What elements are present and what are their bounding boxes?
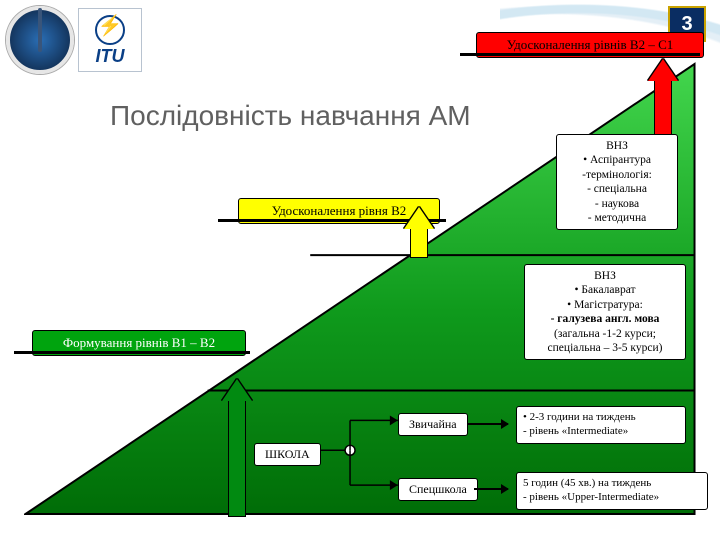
vnz-bak-line4: (загальна -1-2 курси; (531, 327, 679, 341)
vnz-bak-line5: спеціальна – 3-5 курси) (531, 341, 679, 355)
banner-top-rule (460, 53, 700, 56)
vnz-asp-line4: - наукова (563, 197, 671, 211)
vnz-bak-line2: • Магістратура: (531, 298, 679, 312)
arrow-bottom (228, 400, 246, 517)
banner-top-label: Удосконалення рівнів B2 – С1 (507, 37, 674, 52)
sp-desc-line0: 5 годин (45 хв.) на тиждень (523, 477, 701, 491)
vnz-asp-line3: - спеціальна (563, 182, 671, 196)
box-zvychaina-desc: • 2-3 години на тиждень - рівень «Interm… (516, 406, 686, 444)
box-school: ШКОЛА (254, 443, 321, 466)
arrow-to-zvychaina-desc (468, 423, 508, 425)
vnz-bak-line0: ВНЗ (531, 269, 679, 283)
arrow-middle (410, 228, 428, 258)
banner-middle-label: Удосконалення рівня B2 (272, 203, 407, 218)
box-spetsshkola: Спецшкола (398, 478, 478, 501)
zv-desc-line1: - рівень «Intermediate» (523, 425, 679, 439)
vnz-asp-line0: ВНЗ (563, 139, 671, 153)
sp-desc-line1: - рівень «Upper-Intermediate» (523, 491, 701, 505)
vnz-asp-line1: • Аспірантура (563, 153, 671, 167)
arrow-top (654, 80, 672, 142)
itu-logo: ⚡ ITU (78, 8, 142, 72)
spets-label: Спецшкола (409, 482, 467, 496)
university-logo (6, 6, 74, 74)
vnz-asp-line2: -термінологія: (563, 168, 671, 182)
vnz-bak-line1: • Бакалаврат (531, 283, 679, 297)
page-title: Послідовність навчання АМ (110, 100, 471, 132)
bolt-icon: ⚡ (98, 13, 123, 38)
banner-bottom-label: Формування рівнів B1 – B2 (63, 335, 215, 350)
zv-desc-line0: • 2-3 години на тиждень (523, 411, 679, 425)
banner-bottom-rule (14, 351, 250, 354)
vnz-asp-line5: - методична (563, 211, 671, 225)
vnz-bak-line3: - галузева англ. мова (531, 312, 679, 326)
school-label: ШКОЛА (265, 447, 310, 461)
box-zvychaina: Звичайна (398, 413, 468, 436)
box-vnz-bakalavr: ВНЗ • Бакалаврат • Магістратура: - галуз… (524, 264, 686, 360)
box-vnz-aspirantura: ВНЗ • Аспірантура -термінологія: - спеці… (556, 134, 678, 230)
arrow-to-spets-desc (474, 488, 508, 490)
zvychaina-label: Звичайна (409, 417, 457, 431)
box-spets-desc: 5 годин (45 хв.) на тиждень - рівень «Up… (516, 472, 708, 510)
itu-text: ITU (96, 46, 125, 67)
